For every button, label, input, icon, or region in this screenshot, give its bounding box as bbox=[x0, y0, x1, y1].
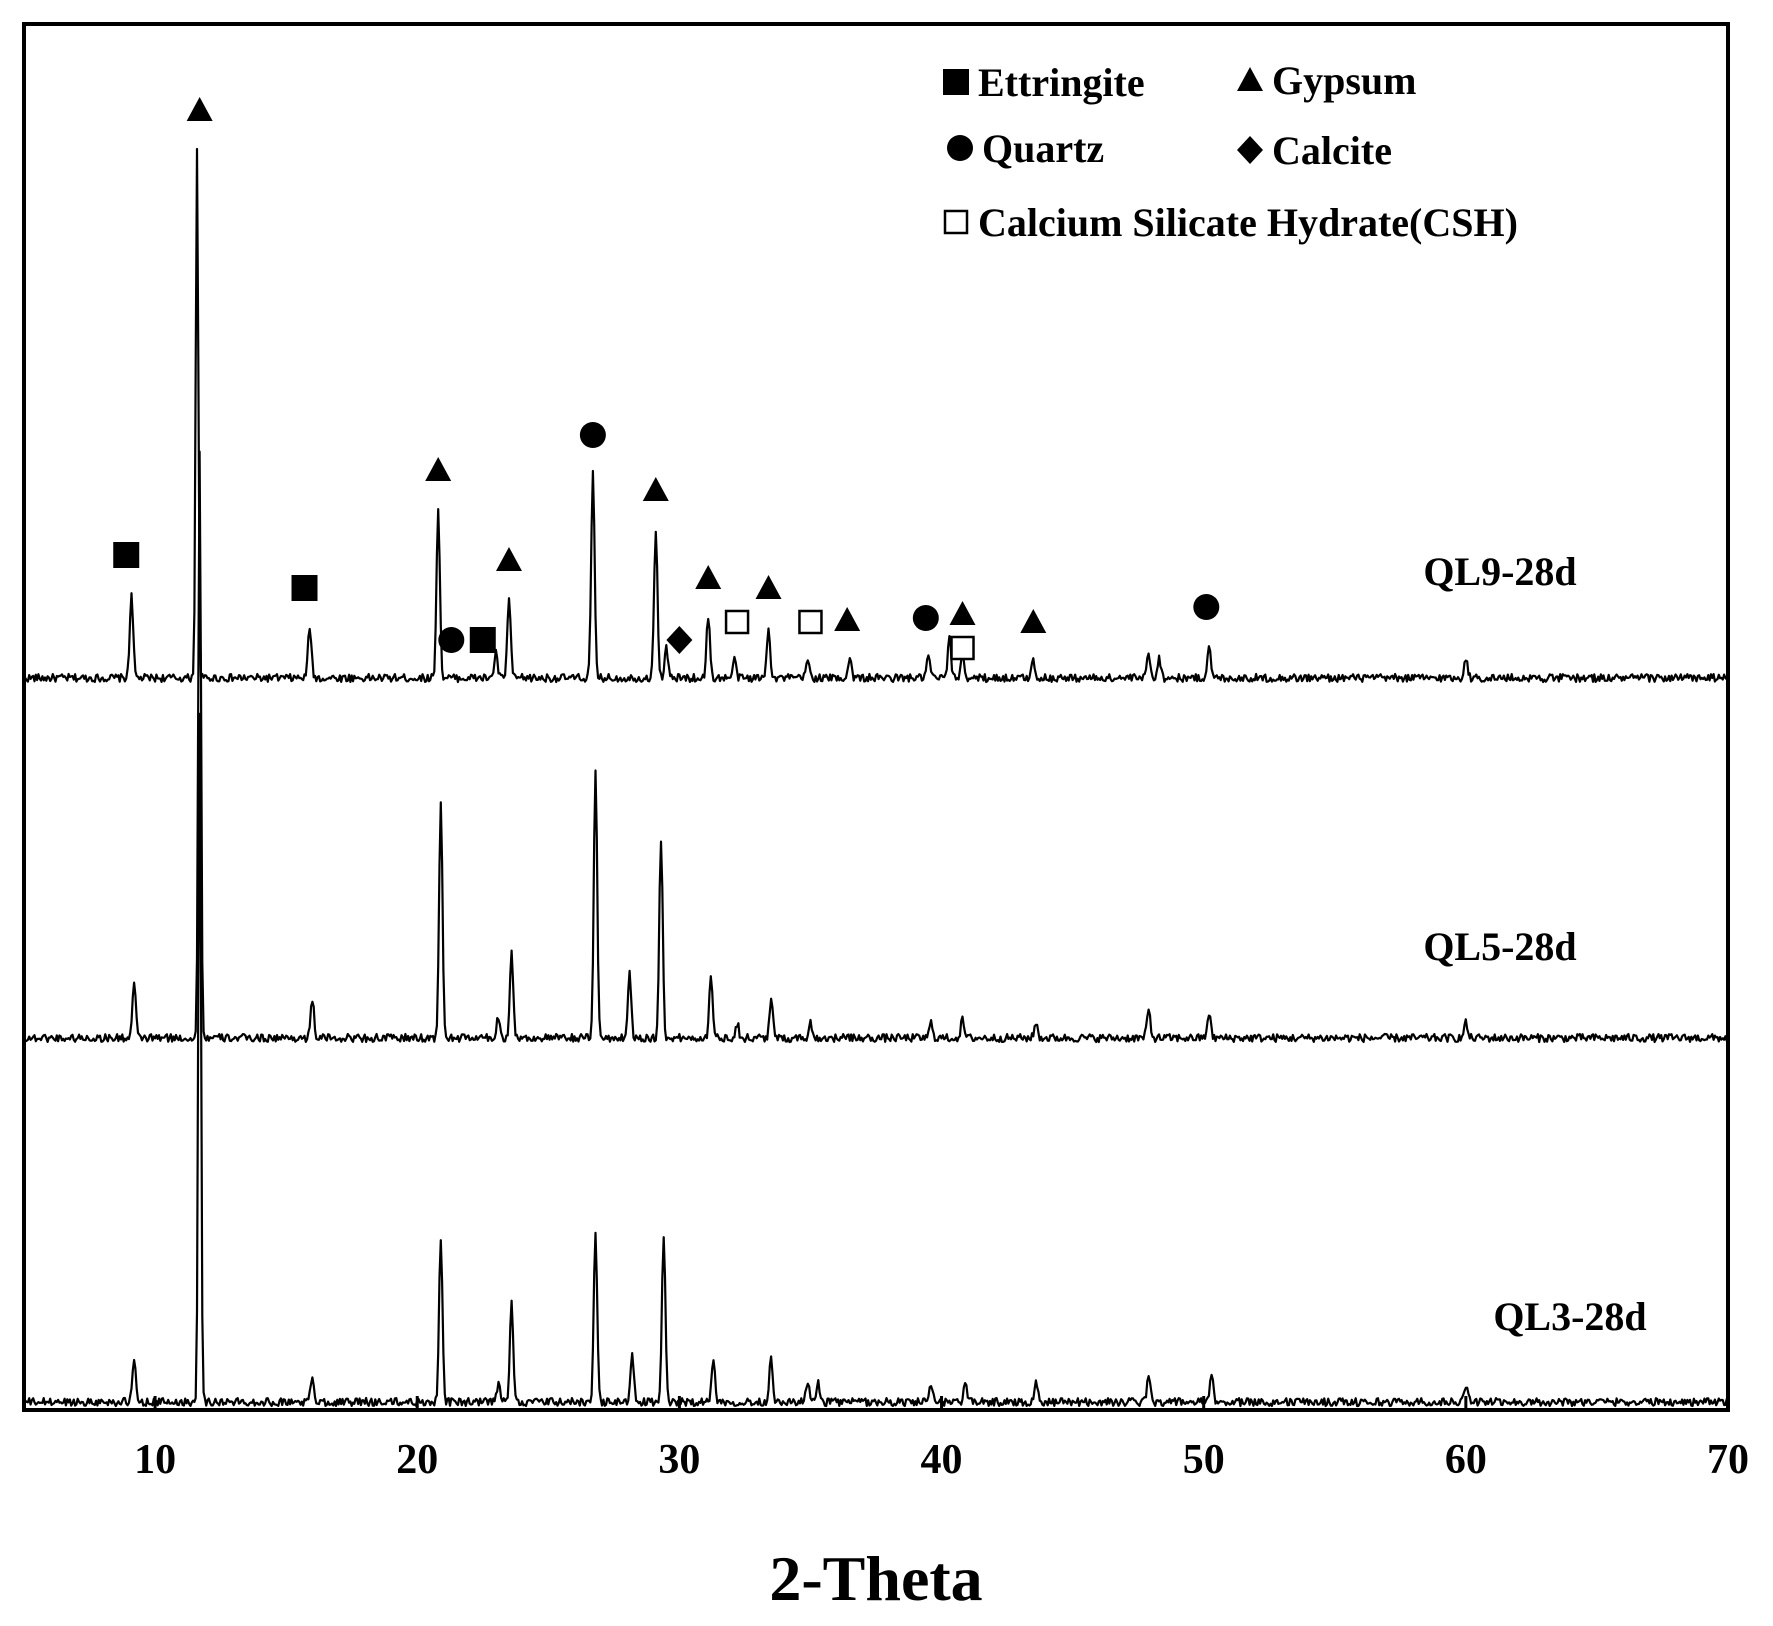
series-line-ql9-28d bbox=[23, 147, 1729, 684]
legend-marker-filled-diamond bbox=[1237, 136, 1263, 164]
peak-marker-filled-circle bbox=[579, 422, 606, 448]
legend: Ettringite Gypsum Quartz Calcite Calcium Sil… bbox=[943, 58, 1518, 245]
legend-label: Calcite bbox=[1272, 128, 1392, 173]
peak-marker-filled-circle bbox=[912, 605, 939, 631]
peak-marker-filled-square bbox=[113, 542, 140, 568]
legend-label: Quartz bbox=[982, 126, 1104, 171]
peak-marker-filled-triangle bbox=[834, 607, 861, 631]
x-tick-label: 60 bbox=[1445, 1437, 1487, 1483]
series-line-ql3-28d bbox=[23, 712, 1730, 1408]
x-axis-ticks: 10 20 30 40 50 60 70 bbox=[134, 1396, 1749, 1483]
x-tick-label: 10 bbox=[134, 1437, 176, 1483]
peak-marker-filled-triangle bbox=[186, 97, 213, 121]
peak-marker-filled-circle bbox=[438, 627, 465, 653]
peak-marker-open-square bbox=[798, 609, 823, 635]
peak-marker-filled-circle bbox=[1193, 594, 1220, 620]
series-line-ql5-28d bbox=[22, 450, 1730, 1044]
x-tick-label: 40 bbox=[921, 1437, 963, 1483]
legend-label: Gypsum bbox=[1272, 58, 1417, 103]
legend-marker-filled-circle bbox=[947, 135, 973, 161]
legend-marker-filled-triangle bbox=[1237, 67, 1263, 91]
x-tick-label: 20 bbox=[396, 1437, 438, 1483]
legend-label: Ettringite bbox=[978, 60, 1145, 105]
legend-label: Calcium Silicate Hydrate(CSH) bbox=[978, 200, 1518, 245]
peak-marker-filled-triangle bbox=[1020, 609, 1047, 633]
x-tick-label: 30 bbox=[658, 1437, 700, 1483]
peak-marker-filled-triangle bbox=[695, 565, 722, 589]
peak-marker-filled-triangle bbox=[495, 547, 522, 571]
peak-marker-filled-square bbox=[291, 575, 318, 601]
x-tick-label: 50 bbox=[1183, 1437, 1225, 1483]
series-label-ql3-28d: QL3-28d bbox=[1493, 1294, 1646, 1339]
legend-marker-filled-square bbox=[943, 69, 969, 95]
series-layer: QL9-28d QL5-28d QL3-28d bbox=[22, 147, 1730, 1408]
peak-marker-filled-square bbox=[469, 627, 496, 653]
x-tick-label: 70 bbox=[1707, 1437, 1749, 1483]
peak-marker-filled-diamond bbox=[666, 626, 693, 654]
peak-marker-filled-triangle bbox=[425, 457, 452, 481]
peak-marker-filled-triangle bbox=[949, 601, 976, 625]
peak-marker-open-square bbox=[950, 635, 975, 661]
series-label-ql9-28d: QL9-28d bbox=[1423, 549, 1576, 594]
peak-marker-open-square bbox=[724, 609, 750, 635]
series-label-ql5-28d: QL5-28d bbox=[1423, 924, 1576, 969]
plot-frame bbox=[22, 22, 1730, 1412]
peak-marker-filled-triangle bbox=[755, 575, 782, 599]
x-axis-title: 2-Theta bbox=[769, 1543, 982, 1614]
peak-marker-filled-triangle bbox=[642, 477, 669, 501]
legend-marker-open-square bbox=[943, 209, 969, 235]
peak-markers bbox=[113, 97, 1220, 661]
